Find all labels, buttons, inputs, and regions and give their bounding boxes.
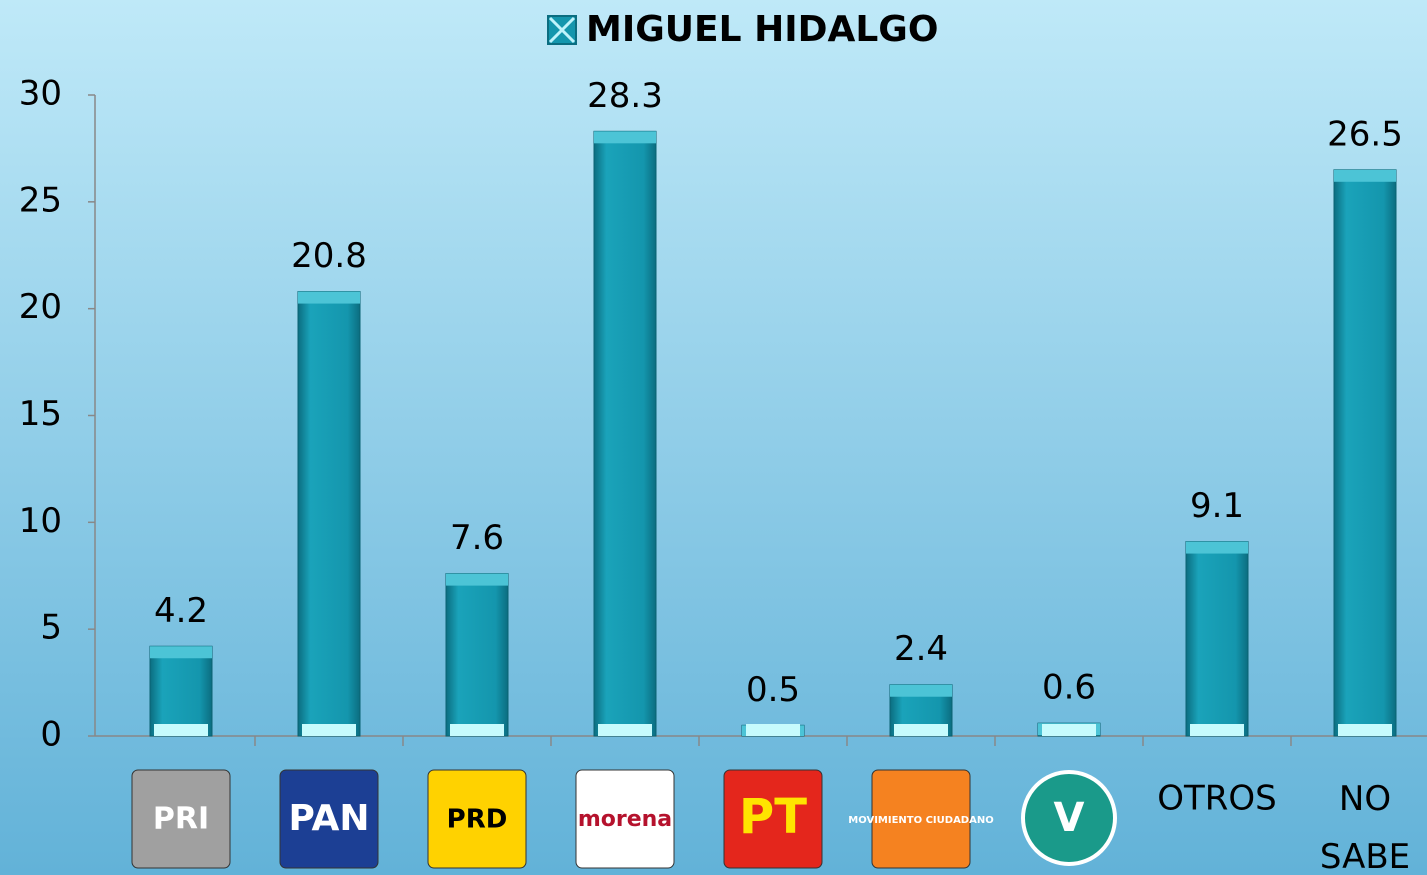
party-logo: V xyxy=(1021,770,1117,866)
x-tick-label: NO SABE xyxy=(1320,779,1410,875)
bar xyxy=(1185,541,1249,737)
x-tick-label: PRI xyxy=(153,802,209,837)
x-tick-label: PAN xyxy=(288,798,369,839)
bar-group xyxy=(1037,722,1101,737)
value-label: 7.6 xyxy=(450,518,504,558)
party-logo: MOVIMIENTO CIUDADANO xyxy=(848,769,994,869)
y-tick-label: 20 xyxy=(19,287,62,327)
bar-base xyxy=(1338,724,1392,736)
bar-base xyxy=(450,724,504,736)
y-tick-label: 0 xyxy=(40,715,62,755)
bar-top xyxy=(298,291,360,304)
party-logo: morena xyxy=(575,769,675,869)
value-label: 0.6 xyxy=(1042,668,1096,708)
bar-top xyxy=(594,131,656,144)
x-tick-label: morena xyxy=(578,807,672,832)
bar-group xyxy=(741,724,805,737)
y-tick-label: 5 xyxy=(40,608,62,648)
bar-group xyxy=(445,573,509,737)
logo-shape xyxy=(723,769,823,869)
value-label: 20.8 xyxy=(291,236,367,276)
bar-group xyxy=(889,684,953,737)
logo-shape xyxy=(1021,770,1117,866)
logo-shape xyxy=(279,769,379,869)
bar xyxy=(297,291,361,737)
value-label: 0.5 xyxy=(746,670,800,710)
bar-base xyxy=(894,724,948,736)
bar-base xyxy=(746,724,800,736)
legend: MIGUEL HIDALGO xyxy=(547,9,938,50)
value-label: 26.5 xyxy=(1327,114,1403,154)
bar-base xyxy=(1190,724,1244,736)
bar-top xyxy=(1186,541,1248,554)
value-label: 4.2 xyxy=(154,591,208,631)
x-tick-label: V xyxy=(1054,795,1085,841)
bar-base xyxy=(302,724,356,736)
bar-base xyxy=(1042,724,1096,736)
bar xyxy=(1333,169,1397,737)
bar-top xyxy=(1334,169,1396,182)
legend-swatch-decor xyxy=(548,16,576,44)
party-logo: PRD xyxy=(427,769,527,869)
value-label: 9.1 xyxy=(1190,486,1244,526)
y-tick-label: 25 xyxy=(19,180,62,220)
bar xyxy=(445,573,509,737)
bar xyxy=(593,130,657,737)
bar-top xyxy=(890,684,952,697)
y-tick-label: 10 xyxy=(19,501,62,541)
value-label: 28.3 xyxy=(587,76,663,116)
bar-group xyxy=(1185,541,1249,737)
bar-group xyxy=(297,291,361,737)
party-logo: PT xyxy=(723,769,823,869)
value-label: 2.4 xyxy=(894,629,948,669)
bar-group xyxy=(1333,169,1397,737)
y-tick-label: 30 xyxy=(19,74,62,114)
logo-shape xyxy=(131,769,231,869)
x-tick-label: OTROS xyxy=(1157,779,1277,819)
bar xyxy=(149,645,213,737)
party-logo: PAN xyxy=(279,769,379,869)
logo-shape xyxy=(575,769,675,869)
x-tick-label: MOVIMIENTO CIUDADANO xyxy=(848,815,993,826)
logo-shape xyxy=(871,769,971,869)
x-tick-label: PT xyxy=(739,789,807,845)
bar-top xyxy=(150,646,212,659)
x-tick-label: PRD xyxy=(447,805,508,835)
party-logo: PRI xyxy=(131,769,231,869)
bar-base xyxy=(154,724,208,736)
legend-label: MIGUEL HIDALGO xyxy=(586,9,938,50)
logo-shape xyxy=(427,769,527,869)
bar-group xyxy=(593,130,657,737)
bar-base xyxy=(598,724,652,736)
bar-top xyxy=(446,573,508,586)
y-tick-label: 15 xyxy=(19,394,62,434)
bar-group xyxy=(149,645,213,737)
